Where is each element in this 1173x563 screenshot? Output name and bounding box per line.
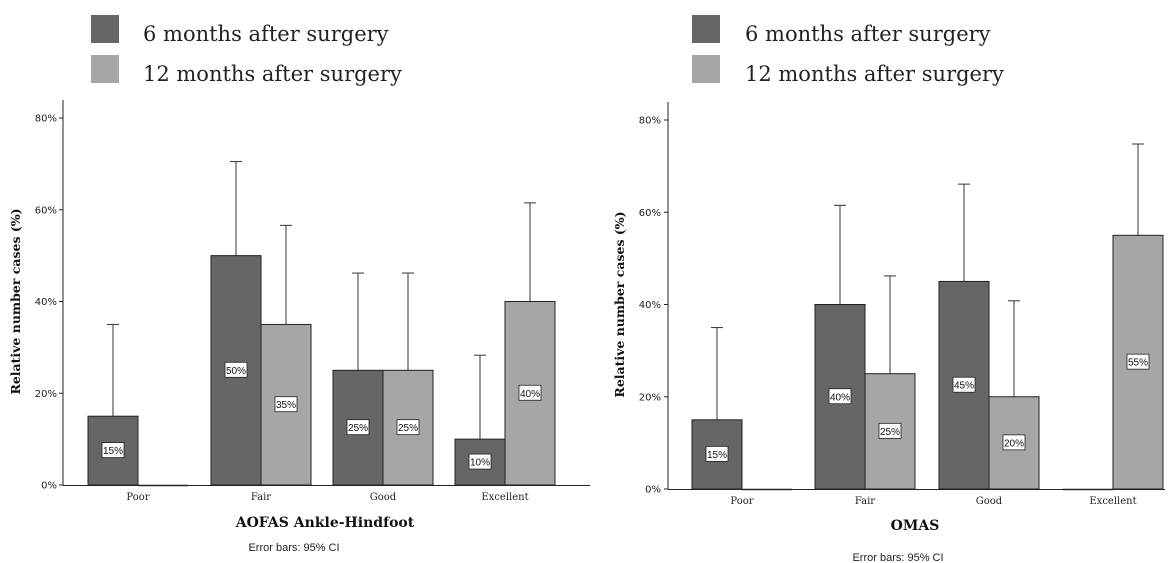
x-tick-label: Excellent xyxy=(1089,496,1136,507)
legend-label-6-months: 6 months after surgery xyxy=(143,22,389,46)
y-tick-label: 80% xyxy=(639,116,661,127)
data-label-box xyxy=(396,419,420,436)
legend-label-6-months: 6 months after surgery xyxy=(745,22,991,46)
y-tick-label: 80% xyxy=(35,114,57,125)
data-label-box xyxy=(705,446,729,462)
data-label-box xyxy=(274,396,298,413)
data-label: 40% xyxy=(830,392,850,403)
x-tick-label: Poor xyxy=(126,492,149,503)
chart-aofas: 0% 20% 40% 60% 80% Relative number cases (%) 1… xyxy=(8,100,590,554)
data-label: 15% xyxy=(103,446,123,457)
data-label-box xyxy=(468,453,492,470)
data-label-box xyxy=(1126,353,1150,370)
data-label: 45% xyxy=(954,381,974,392)
data-label-box xyxy=(878,422,902,439)
x-axis-title: AOFAS Ankle-Hindfoot xyxy=(235,515,415,531)
data-label: 15% xyxy=(707,450,727,461)
y-tick-label: 60% xyxy=(639,208,661,219)
y-tick-label: 40% xyxy=(35,297,57,308)
data-label-box xyxy=(1002,434,1026,451)
legend-swatch-12-months xyxy=(91,55,119,83)
data-label-box xyxy=(346,419,370,436)
x-tick-label: Poor xyxy=(730,496,753,507)
chart-omas: 0% 20% 40% 60% 80% Relative number cases (%) 1… xyxy=(612,102,1165,563)
bar xyxy=(382,369,434,486)
y-tick-label: 0% xyxy=(41,481,57,492)
data-label: 10% xyxy=(470,458,490,469)
error-bar-note: Error bars: 95% CI xyxy=(248,542,339,554)
y-tick-label: 20% xyxy=(639,392,661,403)
y-tick-label: 60% xyxy=(35,205,57,216)
data-label: 20% xyxy=(1004,438,1024,449)
legend-swatch-6-months xyxy=(91,15,119,43)
legend-swatch-6-months xyxy=(692,15,720,43)
data-label-box xyxy=(518,384,542,401)
data-label: 25% xyxy=(348,423,368,434)
y-tick-label: 0% xyxy=(645,485,661,496)
data-label: 40% xyxy=(520,389,540,400)
x-tick-label: Good xyxy=(976,496,1003,507)
data-label: 50% xyxy=(226,366,246,377)
y-axis-title: Relative number cases (%) xyxy=(8,208,23,394)
data-label-box xyxy=(952,376,976,393)
legend-right: 6 months after surgery 12 months after s… xyxy=(692,15,1004,86)
data-label-box xyxy=(224,361,248,378)
x-tick-label: Fair xyxy=(251,492,271,503)
x-tick-label: Good xyxy=(370,492,397,503)
data-label: 25% xyxy=(398,423,418,434)
bar xyxy=(87,415,139,486)
legend-left: 6 months after surgery 12 months after s… xyxy=(91,15,402,86)
data-label: 55% xyxy=(1128,358,1148,369)
y-tick-label: 40% xyxy=(639,300,661,311)
legend-swatch-12-months xyxy=(692,55,720,83)
bar xyxy=(504,301,556,486)
error-bar-note: Error bars: 95% CI xyxy=(852,552,943,563)
x-tick-label: Fair xyxy=(855,496,875,507)
data-label-box xyxy=(101,442,125,458)
x-tick-label: Excellent xyxy=(481,492,528,503)
y-tick-label: 20% xyxy=(35,389,57,400)
legend-label-12-months: 12 months after surgery xyxy=(745,62,1004,86)
y-axis-title: Relative number cases (%) xyxy=(612,211,627,397)
data-label-box xyxy=(828,388,852,405)
x-axis-title: OMAS xyxy=(891,518,940,534)
data-label: 25% xyxy=(880,427,900,438)
legend-label-12-months: 12 months after surgery xyxy=(143,62,402,86)
data-label: 35% xyxy=(276,400,296,411)
